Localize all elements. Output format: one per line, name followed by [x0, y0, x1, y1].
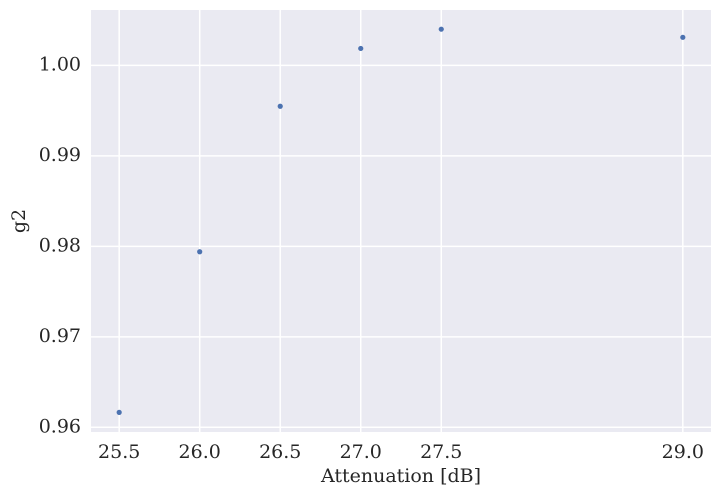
- point: [197, 249, 203, 255]
- y-tick-label: 0.98: [39, 234, 81, 256]
- y-tick-label: 0.99: [39, 144, 81, 166]
- x-tick-label: 25.5: [98, 441, 140, 463]
- point: [438, 26, 444, 32]
- x-tick-label: 26.0: [179, 441, 221, 463]
- x-tick-label: 27.0: [340, 441, 382, 463]
- y-tick-label: 0.96: [39, 415, 81, 437]
- x-tick-label: 29.0: [662, 441, 704, 463]
- y-tick-label: 0.97: [39, 325, 81, 347]
- point: [277, 103, 283, 109]
- point: [680, 34, 686, 40]
- y-tick-label: 1.00: [39, 53, 81, 75]
- x-tick-label: 26.5: [259, 441, 301, 463]
- plot-area: [91, 10, 711, 432]
- point: [358, 45, 364, 52]
- point: [116, 409, 122, 415]
- x-axis-label: Attenuation [dB]: [320, 465, 481, 487]
- x-tick-label: 27.5: [420, 441, 462, 463]
- y-axis-label: g2: [8, 209, 30, 233]
